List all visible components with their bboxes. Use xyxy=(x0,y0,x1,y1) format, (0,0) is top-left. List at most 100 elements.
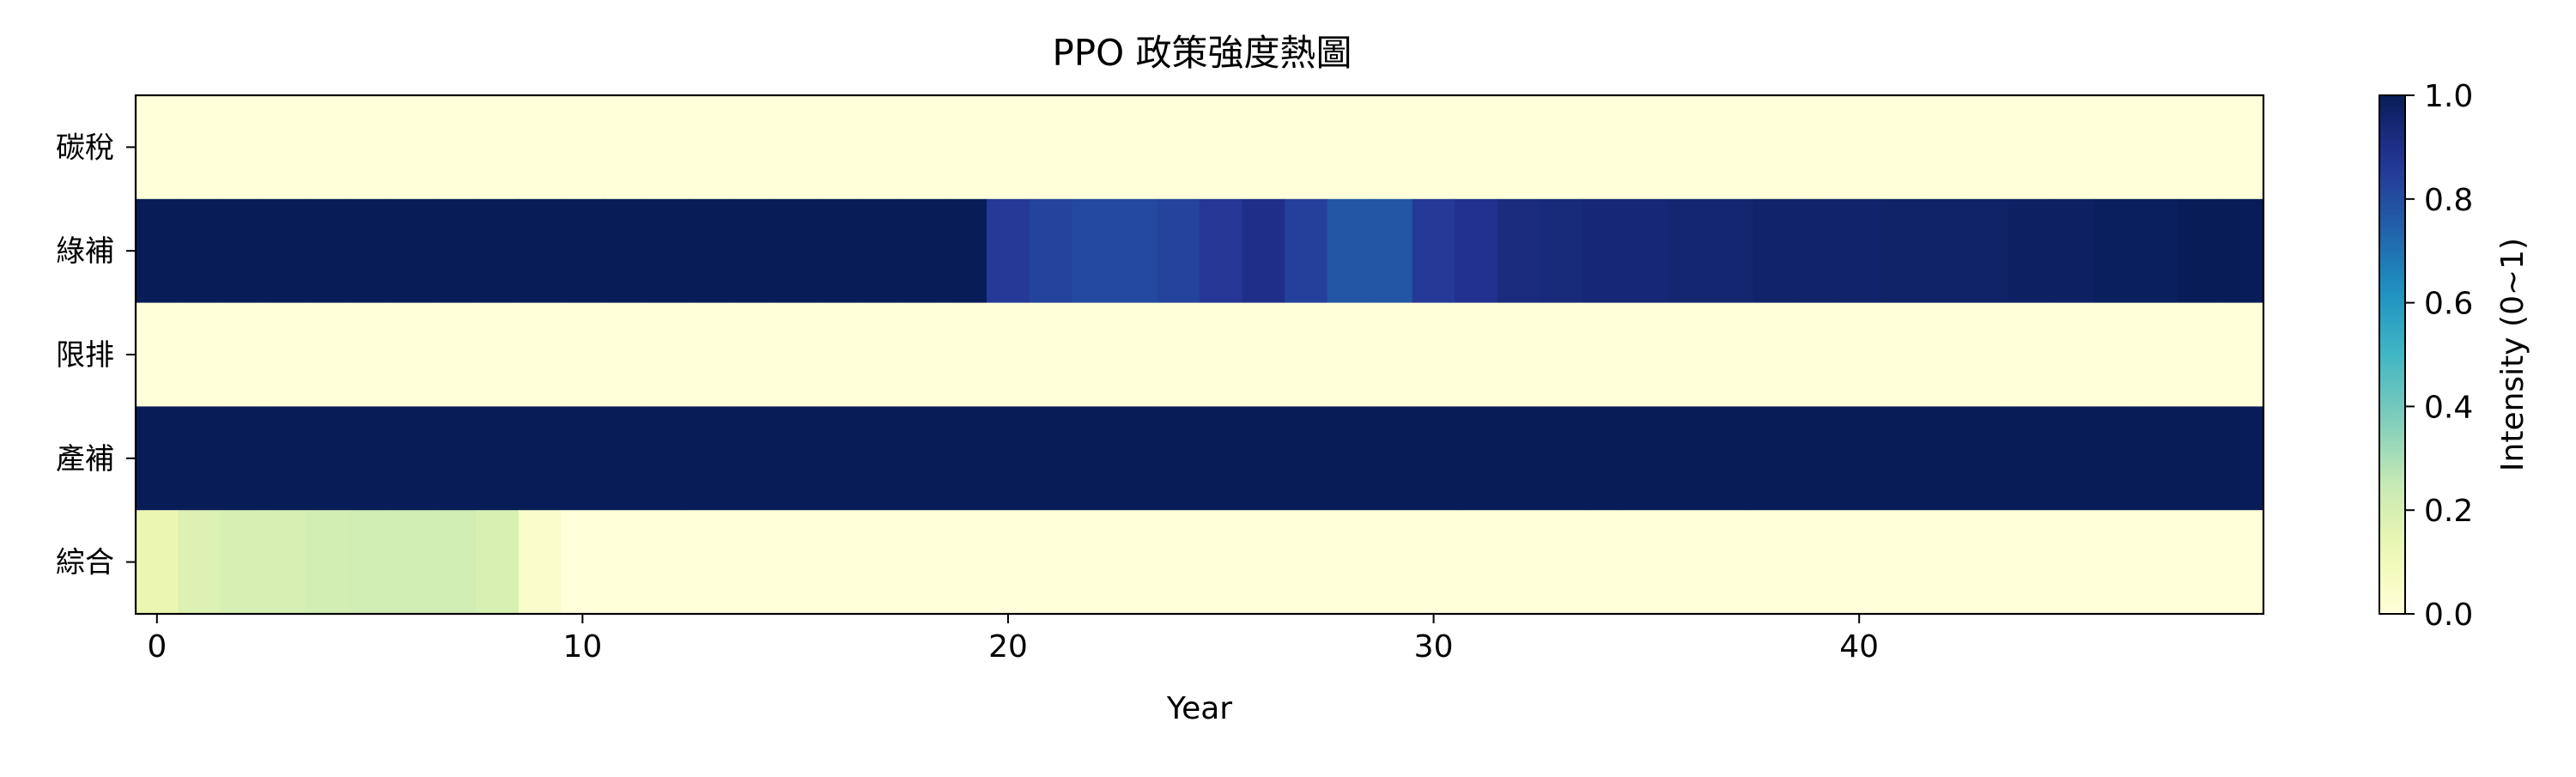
heatmap-cell xyxy=(1753,198,1796,304)
heatmap-cell xyxy=(1625,510,1668,615)
heatmap-cell xyxy=(1625,302,1668,407)
heatmap-cell xyxy=(1497,510,1541,615)
heatmap-cell xyxy=(2008,95,2051,200)
colorbar-tick-label: 0.4 xyxy=(2424,390,2473,425)
heatmap-cell xyxy=(1923,510,1966,615)
heatmap-cell xyxy=(2136,510,2179,615)
heatmap-cell xyxy=(1157,302,1200,407)
y-tick-label: 碳稅 xyxy=(56,131,114,165)
heatmap-cell xyxy=(604,198,647,304)
heatmap-cell xyxy=(1583,406,1626,511)
heatmap-cell xyxy=(1753,302,1796,407)
heatmap-cell xyxy=(1412,95,1455,200)
heatmap-cell xyxy=(1455,95,1498,200)
x-tick-label: 0 xyxy=(147,629,167,665)
heatmap-cell xyxy=(391,95,434,200)
heatmap-cell xyxy=(689,406,732,511)
heatmap-cell xyxy=(1540,406,1583,511)
heatmap-cell xyxy=(348,406,392,511)
heatmap-cell xyxy=(263,406,307,511)
heatmap-cell xyxy=(1668,302,1711,407)
heatmap-cell xyxy=(816,510,860,615)
heatmap-cell xyxy=(689,198,732,304)
heatmap-cell xyxy=(433,510,477,615)
heatmap-cell xyxy=(731,95,775,200)
heatmap-cell xyxy=(859,510,902,615)
heatmap-cell xyxy=(433,95,477,200)
heatmap-cell xyxy=(1753,95,1796,200)
heatmap-cell xyxy=(1370,302,1413,407)
heatmap-cell xyxy=(433,406,477,511)
colorbar-tick-label: 0.2 xyxy=(2424,494,2473,529)
heatmap-cell xyxy=(1029,302,1072,407)
heatmap-cell xyxy=(1200,406,1243,511)
heatmap-cell xyxy=(1114,302,1158,407)
heatmap-cell xyxy=(2136,406,2179,511)
heatmap-cell xyxy=(178,198,222,304)
heatmap-cell xyxy=(476,95,519,200)
heatmap-cell xyxy=(1625,406,1668,511)
heatmap-cell xyxy=(987,406,1030,511)
heatmap-cell xyxy=(306,95,349,200)
heatmap-cell xyxy=(391,198,434,304)
heatmap-cell xyxy=(1965,406,2009,511)
heatmap-cell xyxy=(1923,302,1966,407)
heatmap-cell xyxy=(519,198,562,304)
heatmap-cell xyxy=(561,95,605,200)
heatmap-cell xyxy=(2221,95,2264,200)
heatmap-cell xyxy=(1710,95,1753,200)
heatmap-cell xyxy=(1795,95,1838,200)
heatmap-cell xyxy=(1455,198,1498,304)
heatmap-cell xyxy=(902,95,945,200)
heatmap-cell xyxy=(1242,95,1285,200)
heatmap-cell xyxy=(987,510,1030,615)
heatmap-cell xyxy=(1412,406,1455,511)
heatmap-cell xyxy=(2008,302,2051,407)
heatmap-cell xyxy=(646,198,690,304)
heatmap-cell xyxy=(731,198,775,304)
heatmap-cell xyxy=(306,302,349,407)
heatmap-cell xyxy=(1965,95,2009,200)
heatmap-cell xyxy=(1838,198,1881,304)
heatmap-cell xyxy=(1114,406,1158,511)
heatmap-cell xyxy=(2093,302,2136,407)
heatmap-cell xyxy=(1838,406,1881,511)
heatmap-cell xyxy=(1753,406,1796,511)
chart-title: PPO 政策強度熱圖 xyxy=(1052,32,1352,74)
heatmap-cell xyxy=(604,302,647,407)
heatmap-cell xyxy=(1838,95,1881,200)
heatmap-cell xyxy=(1923,198,1966,304)
heatmap-cell xyxy=(689,510,732,615)
heatmap-cell xyxy=(348,95,392,200)
heatmap-cell xyxy=(1880,95,1924,200)
heatmap-cell xyxy=(1710,198,1753,304)
colorbar: 0.0 0.2 0.4 0.6 0.8 1.0 xyxy=(2379,79,2473,633)
heatmap-cell xyxy=(348,198,392,304)
heatmap-cell xyxy=(1200,302,1243,407)
heatmap-cell xyxy=(1157,95,1200,200)
heatmap-cell xyxy=(1285,510,1328,615)
x-tick-label: 10 xyxy=(562,629,602,665)
heatmap-cell xyxy=(2050,510,2094,615)
heatmap-cell xyxy=(263,198,307,304)
colorbar-gradient xyxy=(2379,94,2406,615)
heatmap-cell xyxy=(263,302,307,407)
heatmap-cell xyxy=(1497,302,1541,407)
heatmap-cell xyxy=(944,198,987,304)
heatmap-cell xyxy=(2221,302,2264,407)
heatmap-cell xyxy=(1200,510,1243,615)
heatmap-cell xyxy=(2008,510,2051,615)
heatmap-cell xyxy=(816,95,860,200)
heatmap-cell xyxy=(1753,510,1796,615)
heatmap-cell xyxy=(2178,510,2222,615)
heatmap-cell xyxy=(1710,406,1753,511)
heatmap-cell xyxy=(1923,406,1966,511)
heatmap-cell xyxy=(2008,406,2051,511)
heatmap-cell xyxy=(859,95,902,200)
heatmap-cell xyxy=(1412,302,1455,407)
heatmap-cell xyxy=(1540,302,1583,407)
heatmap-cell xyxy=(1455,406,1498,511)
heatmap-cell xyxy=(902,198,945,304)
heatmap-cell xyxy=(1114,198,1158,304)
heatmap-cell xyxy=(519,95,562,200)
